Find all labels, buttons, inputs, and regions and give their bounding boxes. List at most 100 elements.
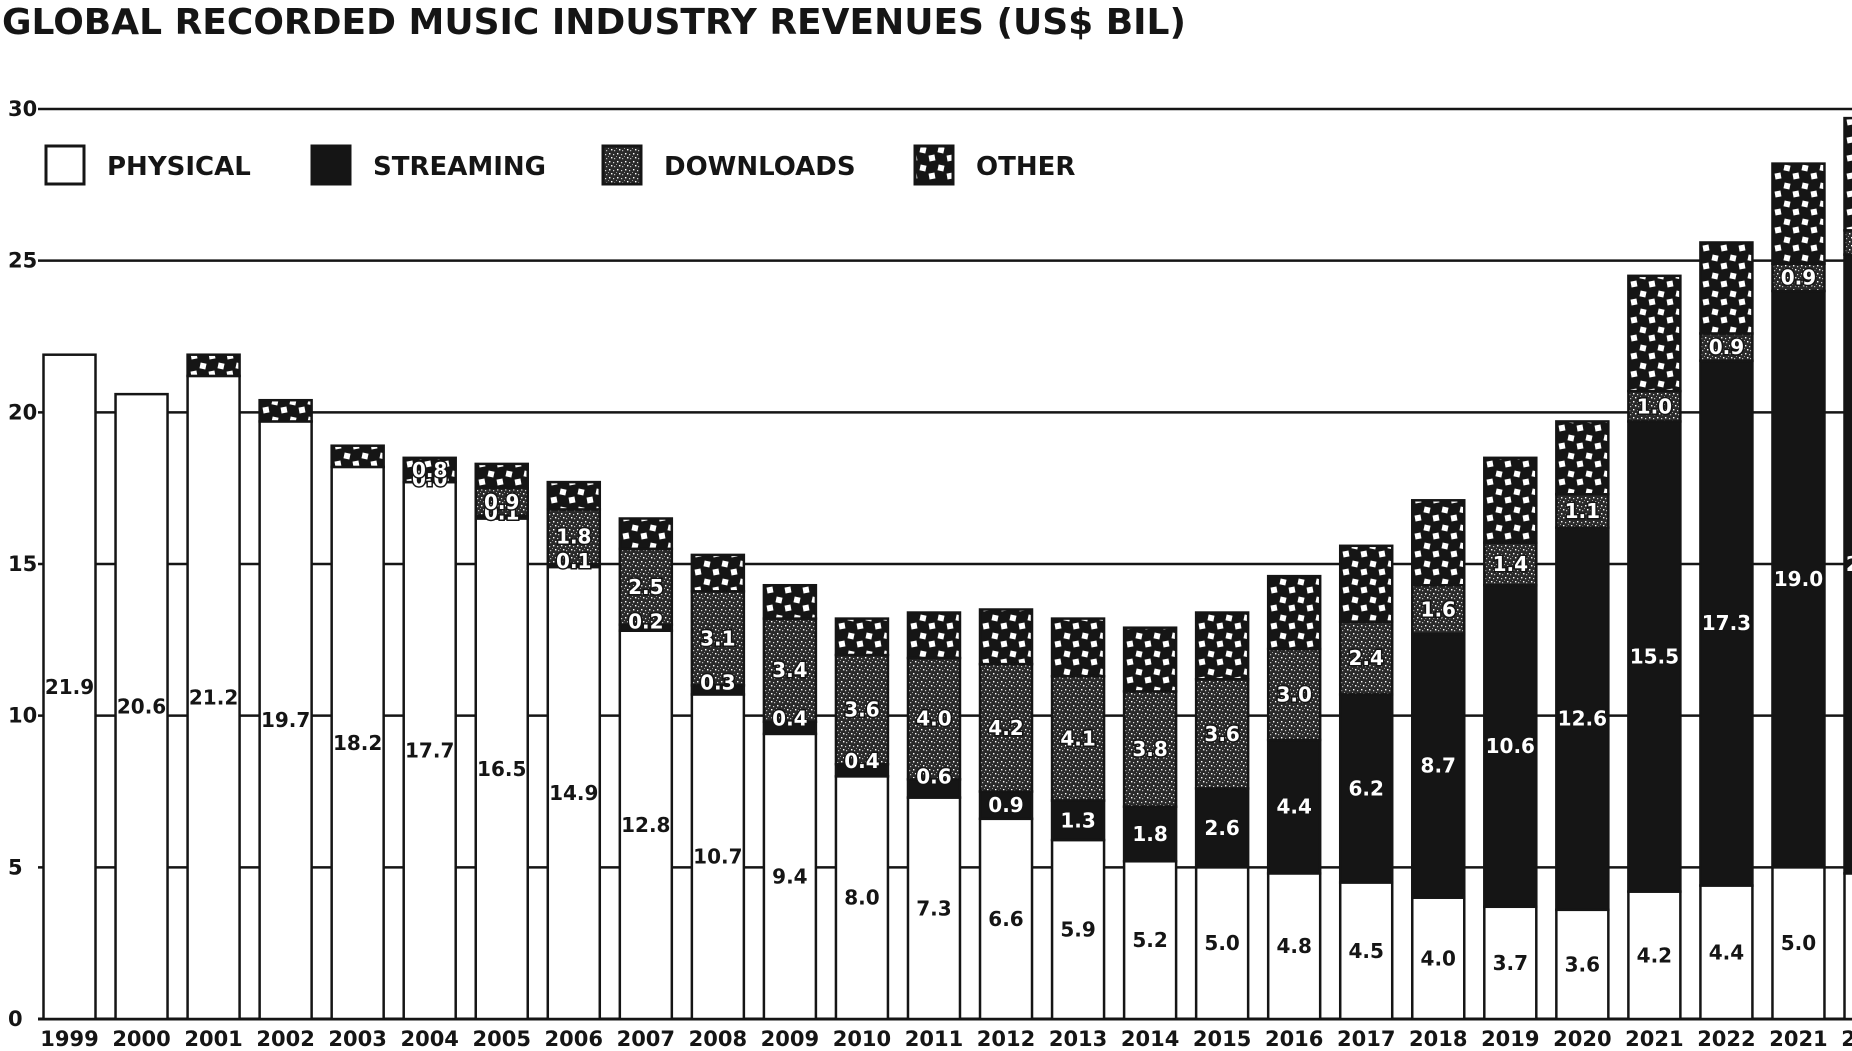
bar-streaming-2021 [1627,420,1682,893]
bar-physical-2013 [1050,838,1106,1021]
data-label-physical: 17.7 [405,739,454,763]
data-label-physical: 5.0 [1781,931,1816,955]
bar-other-2010 [834,617,890,657]
bar-streaming-2021 [1771,289,1826,869]
data-label-downloads: 1.0 [1637,394,1672,418]
bar-other-2005 [474,462,529,490]
x-tick-label: 2007 [617,1027,675,1051]
data-label-streaming: 17.3 [1702,611,1751,635]
bar-streaming-2012 [978,790,1034,821]
data-label-physical: 4.8 [1276,934,1311,958]
bar-downloads-2020 [1555,492,1610,529]
bar-downloads-2011 [906,656,962,781]
data-label-downloads: 1.4 [1493,552,1528,576]
bar-physical-2024 [1843,872,1852,1021]
bar-downloads-2016 [1266,647,1322,742]
bar-other-2007 [618,517,674,551]
bar-physical-2012 [978,817,1034,1021]
data-label-physical: 7.3 [916,896,951,920]
bar-other-2019 [1483,456,1538,545]
bar-physical-2016 [1266,872,1322,1021]
legend-label-physical: PHYSICAL [107,152,251,182]
bar-other-2012 [978,608,1034,666]
data-label-physical: 3.7 [1493,951,1528,975]
bar-other-2001 [186,353,241,378]
data-label-streaming: 0.6 [916,764,951,788]
x-tick-label: 2020 [1553,1027,1611,1051]
x-tick-label: 2013 [1049,1027,1107,1051]
y-tick-label: 0 [8,1007,23,1031]
legend-label-other: OTHER [976,152,1075,182]
bar-streaming-2018 [1411,632,1466,899]
bar-physical-2022 [1699,884,1754,1021]
data-label-physical: 21.9 [45,675,94,699]
data-label-physical: 9.4 [772,864,807,888]
x-tick-label: 2000 [112,1027,170,1051]
data-label-streaming: 10.6 [1486,734,1535,758]
bar-physical-2010 [834,775,890,1021]
x-tick-label: 2014 [1121,1027,1179,1051]
bar-physical-2000 [114,392,169,1021]
data-label-physical: 16.5 [477,757,526,781]
chart-title: GLOBAL RECORDED MUSIC INDUSTRY REVENUES … [2,2,1186,43]
data-label-physical: 12.8 [621,813,670,837]
data-label-streaming: 12.6 [1558,707,1607,731]
bar-physical-2002 [258,420,313,1021]
legend-label-downloads: DOWNLOADS [664,152,856,182]
x-tick-label: 2003 [328,1027,386,1051]
x-tick-label: 2017 [1337,1027,1395,1051]
bar-other-2013 [1050,617,1106,678]
bar-downloads-2017 [1338,620,1394,696]
data-label-physical: 4.5 [1349,939,1384,963]
bar-physical-2006 [546,565,602,1021]
bar-physical-2005 [474,517,529,1021]
bar-physical-2001 [186,374,241,1021]
data-label-downloads: 0.9 [484,490,519,514]
data-label-physical: 14.9 [549,781,598,805]
legend-swatch-other [913,144,955,186]
data-label-streaming: 1.3 [1060,808,1095,832]
y-tick-label: 10 [8,704,37,728]
data-label-streaming: 0.9 [988,793,1023,817]
data-label-downloads: 1.8 [556,525,591,549]
bar-physical-1999 [42,353,97,1021]
bar-other-2004 [402,456,457,484]
x-tick-label: 2011 [905,1027,963,1051]
data-label-streaming: 1.8 [1132,822,1167,846]
bar-streaming-2022 [1699,359,1754,887]
data-label-downloads: 3.0 [1276,682,1311,706]
data-label-streaming: 0.2 [628,610,663,634]
data-label-physical: 5.2 [1132,928,1167,952]
bar-other-2002 [258,398,313,423]
bar-streaming-2017 [1338,693,1394,884]
data-label-other: 0.8 [412,458,447,482]
bar-downloads-2024 [1843,229,1852,256]
x-tick-label: 2009 [761,1027,819,1051]
y-tick-label: 20 [8,400,37,424]
bar-downloads-2007 [618,547,674,626]
y-tick-label: 15 [8,552,37,576]
x-tick-label: 2021 [1769,1027,1827,1051]
data-label-streaming: 0.1 [556,549,591,573]
data-label-downloads: 4.0 [916,707,951,731]
legend-label-streaming: STREAMING [373,152,546,182]
data-label-physical: 20.6 [117,695,166,719]
bar-downloads-2005 [474,486,529,517]
x-tick-label: 2004 [400,1027,458,1051]
bar-other-2008 [690,553,746,593]
data-label-streaming: 6.2 [1349,776,1384,800]
x-tick-label: 2005 [473,1027,531,1051]
x-tick-label: 2001 [184,1027,242,1051]
data-label-downloads: 3.1 [700,626,735,650]
data-label-physical: 3.6 [1565,952,1600,976]
data-label-downloads: 4.1 [1060,726,1095,750]
bar-other-2021 [1627,274,1682,393]
x-tick-label: 2021 [1625,1027,1683,1051]
x-tick-label: 2008 [689,1027,747,1051]
data-label-downloads: 3.6 [1204,722,1239,746]
bar-downloads-2008 [690,590,746,687]
bar-other-2018 [1411,499,1466,587]
data-label-physical: 6.6 [988,907,1023,931]
bar-physical-2009 [762,732,818,1021]
